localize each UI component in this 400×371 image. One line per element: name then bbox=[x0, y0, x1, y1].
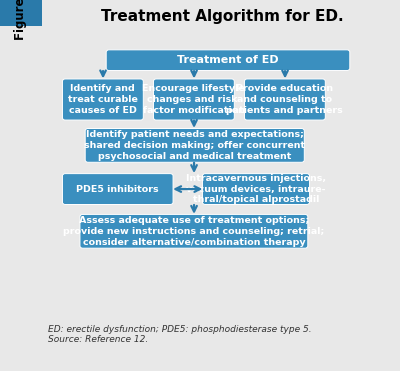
FancyBboxPatch shape bbox=[62, 174, 173, 204]
FancyBboxPatch shape bbox=[202, 174, 310, 204]
Text: PDE5 inhibitors: PDE5 inhibitors bbox=[76, 184, 159, 194]
Text: Identify and
treat curable
causes of ED: Identify and treat curable causes of ED bbox=[68, 84, 138, 115]
Text: Encourage lifestyle
changes and risk-
factor modification: Encourage lifestyle changes and risk- fa… bbox=[142, 84, 245, 115]
FancyBboxPatch shape bbox=[62, 79, 143, 120]
Text: Assess adequate use of treatment options;
provide new instructions and counselin: Assess adequate use of treatment options… bbox=[63, 216, 324, 247]
Text: Intracavernous injections,
vacuum devices, intraure-
thral/topical alprostadil: Intracavernous injections, vacuum device… bbox=[186, 174, 326, 204]
FancyBboxPatch shape bbox=[154, 79, 234, 120]
FancyBboxPatch shape bbox=[244, 79, 325, 120]
Text: ED: erectile dysfunction; PDE5: phosphodiesterase type 5.
Source: Reference 12.: ED: erectile dysfunction; PDE5: phosphod… bbox=[48, 325, 312, 344]
FancyBboxPatch shape bbox=[106, 50, 350, 70]
Text: Provide education
and counseling to
patients and partners: Provide education and counseling to pati… bbox=[226, 84, 343, 115]
Text: Treatment Algorithm for ED.: Treatment Algorithm for ED. bbox=[101, 9, 343, 24]
Text: Treatment of ED: Treatment of ED bbox=[177, 55, 279, 65]
FancyBboxPatch shape bbox=[85, 128, 304, 162]
Text: Figure 1: Figure 1 bbox=[14, 0, 27, 40]
Text: Identify patient needs and expectations;
shared decision making; offer concurren: Identify patient needs and expectations;… bbox=[84, 130, 305, 161]
FancyBboxPatch shape bbox=[80, 214, 308, 248]
